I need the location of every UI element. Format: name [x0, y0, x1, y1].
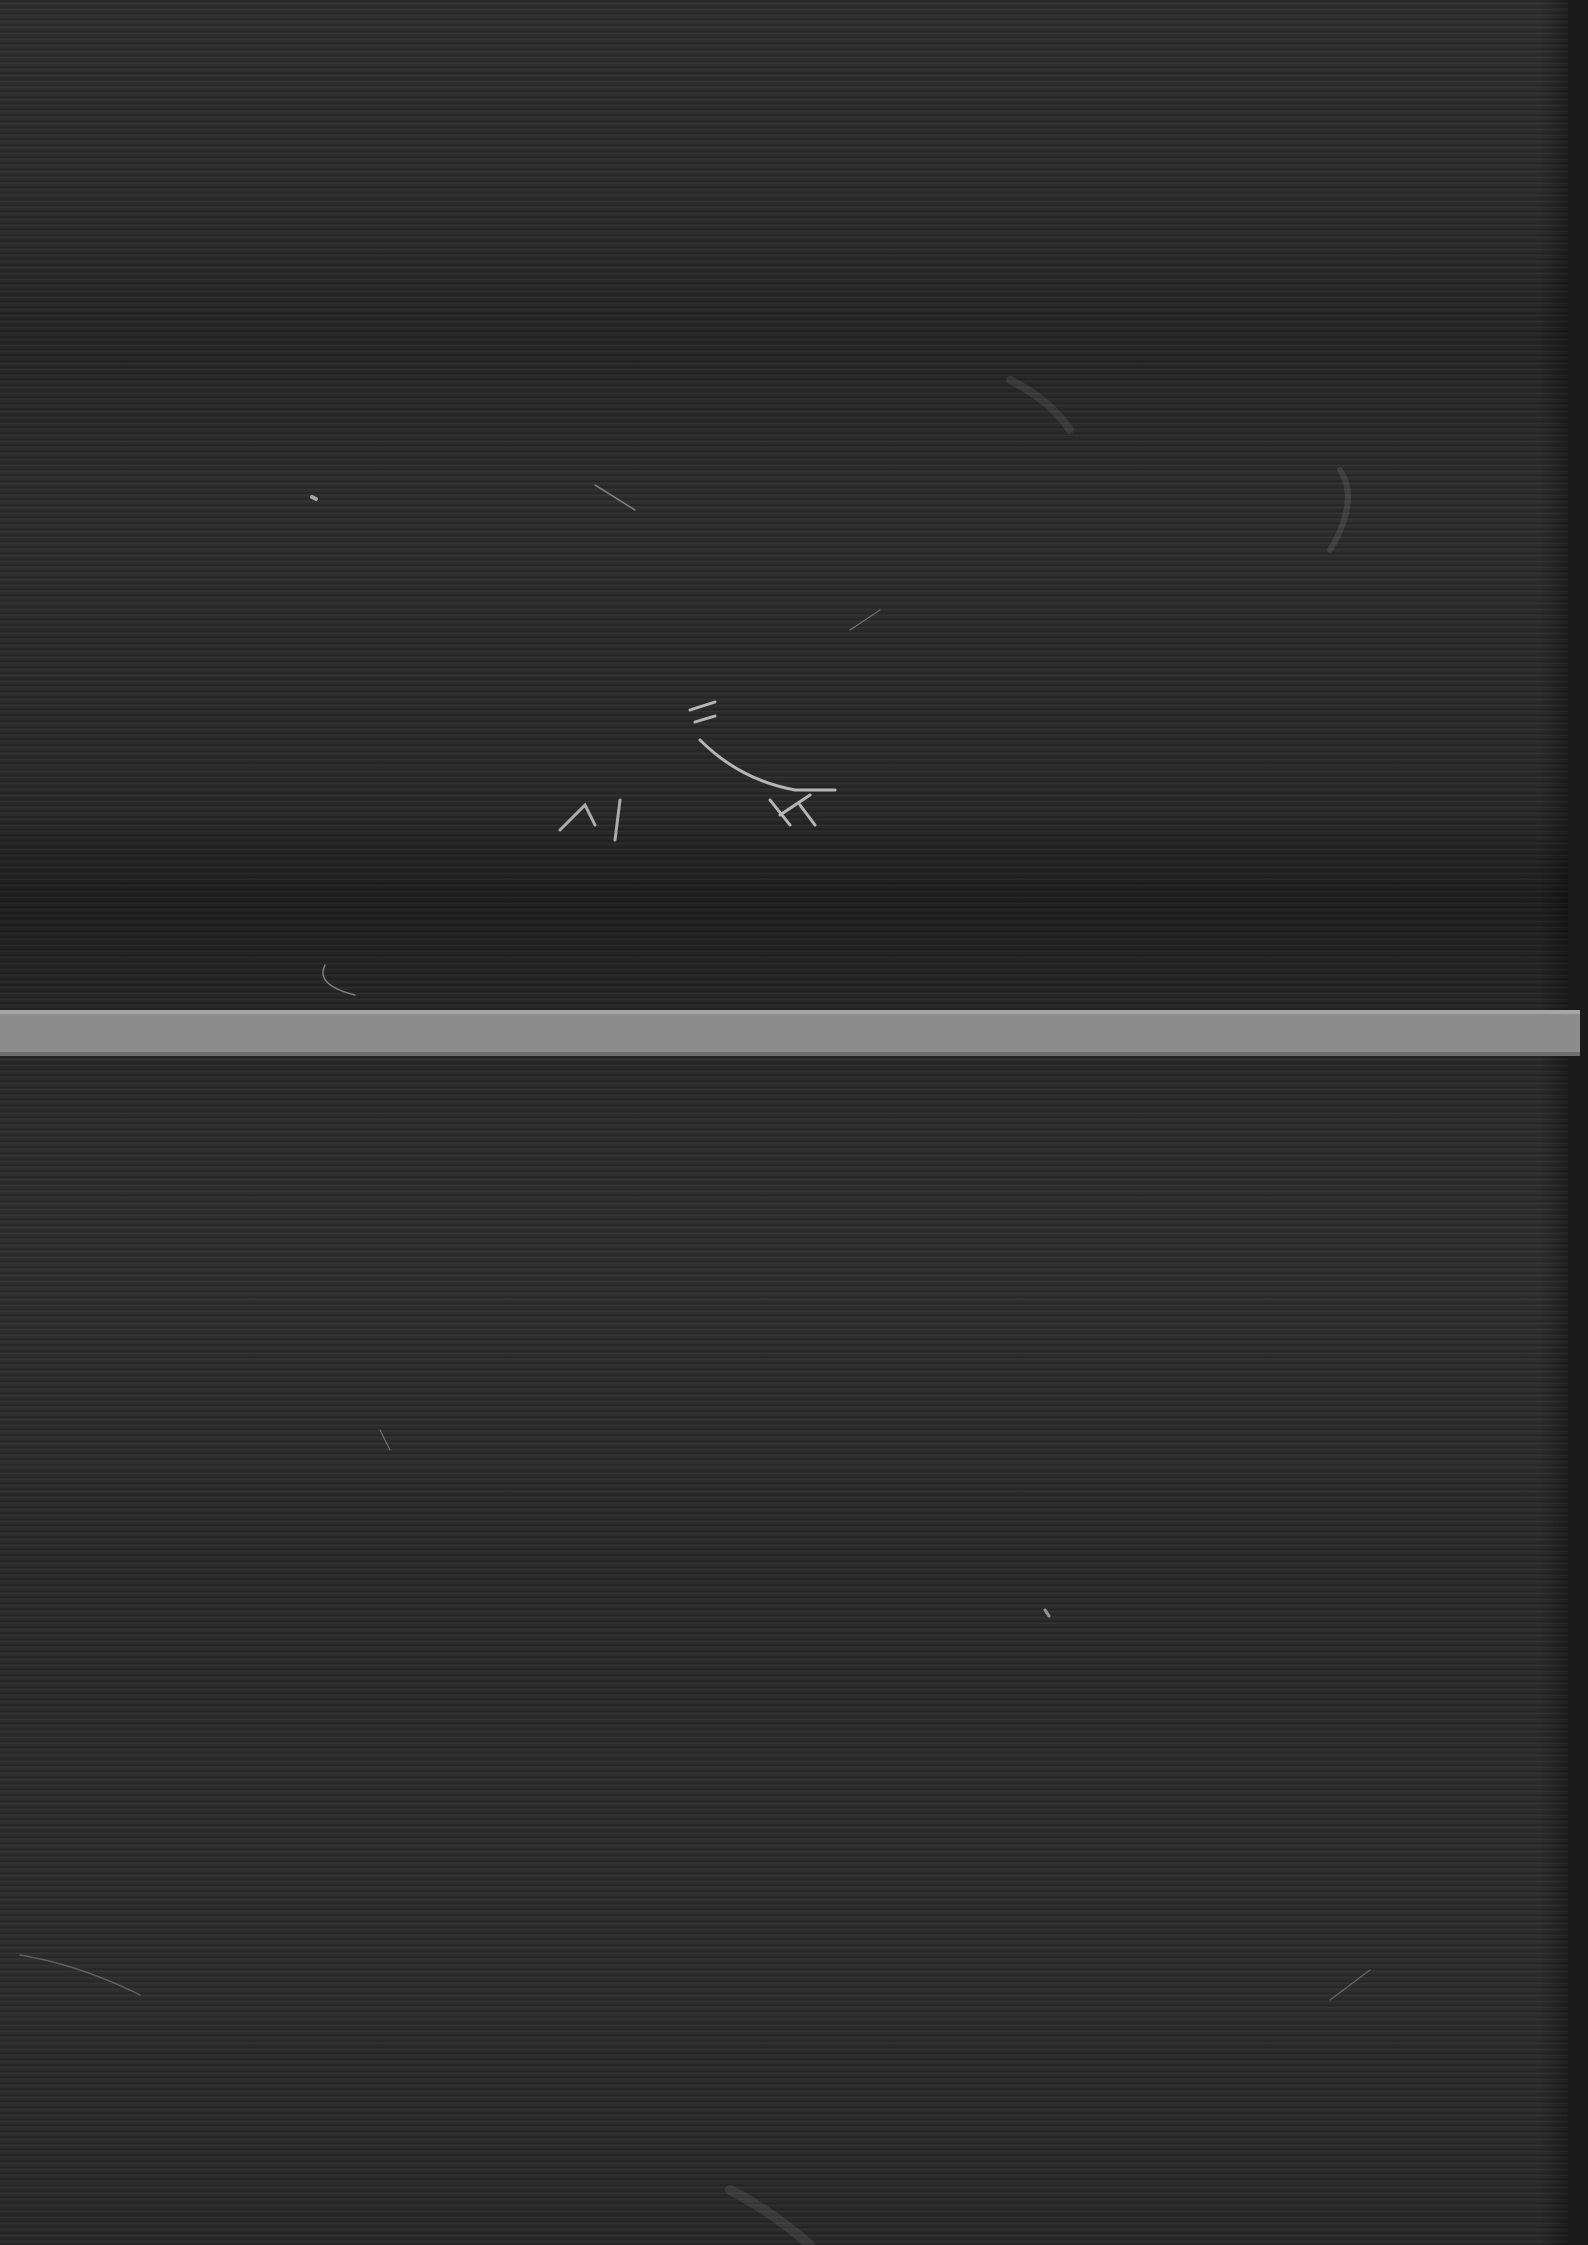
- right-edge: [1568, 0, 1588, 2245]
- light-band-shade: [0, 1052, 1580, 1056]
- light-band-highlight: [0, 1010, 1580, 1014]
- scratches: [19, 376, 1371, 2245]
- light-band: [0, 1010, 1580, 1056]
